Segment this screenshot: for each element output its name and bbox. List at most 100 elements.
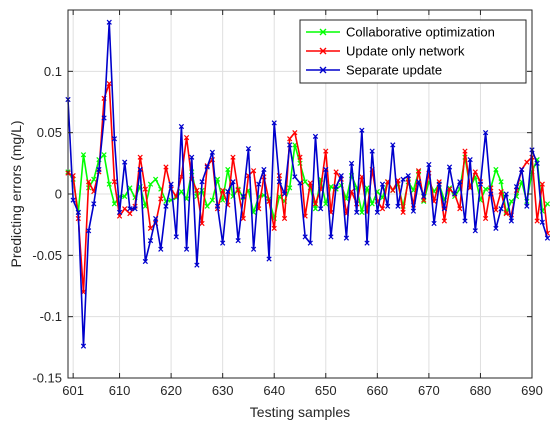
- data-point-marker: [245, 145, 252, 152]
- data-point-marker: [441, 218, 447, 224]
- data-point-marker: [519, 166, 525, 173]
- data-point-marker: [168, 181, 174, 187]
- x-tick-label: 680: [470, 383, 492, 398]
- series-line: [67, 82, 549, 293]
- data-point-marker: [106, 80, 112, 87]
- data-point-marker: [364, 240, 370, 246]
- data-point-marker: [431, 220, 437, 227]
- data-point-marker: [147, 237, 154, 244]
- data-point-marker: [220, 240, 226, 246]
- data-point-marker: [111, 201, 118, 207]
- legend-swatch-marker: [319, 66, 327, 74]
- data-point-marker: [493, 207, 499, 213]
- data-point-marker: [122, 193, 128, 200]
- data-point-marker: [508, 198, 515, 204]
- data-point-marker: [446, 186, 453, 192]
- data-point-marker: [441, 206, 447, 212]
- y-tick-label: 0.1: [44, 64, 62, 79]
- data-point-marker: [379, 181, 386, 187]
- ticks: 601 610 620 630 640 650 660 670 680 690 -0.15 -0.1 -…: [32, 10, 543, 398]
- data-point-marker: [472, 169, 478, 175]
- data-point-marker: [348, 160, 355, 166]
- data-point-marker: [534, 160, 540, 166]
- data-point-marker: [204, 203, 210, 209]
- legend-label: Update only network: [346, 44, 465, 59]
- data-point-marker: [436, 181, 442, 187]
- data-point-marker: [281, 215, 288, 222]
- data-point-marker: [477, 181, 484, 187]
- data-point-marker: [338, 172, 344, 179]
- data-point-marker: [147, 181, 154, 187]
- data-point-marker: [385, 203, 391, 209]
- data-point-marker: [498, 188, 504, 195]
- data-point-marker: [235, 237, 241, 244]
- data-point-marker: [225, 166, 231, 173]
- data-point-marker: [359, 209, 365, 216]
- data-point-marker: [446, 185, 453, 191]
- data-point-marker: [364, 185, 370, 191]
- data-point-marker: [153, 215, 159, 222]
- data-point-marker: [400, 176, 406, 182]
- data-point-marker: [421, 198, 427, 204]
- data-point-marker: [462, 218, 468, 224]
- data-point-marker: [292, 174, 298, 180]
- data-point-marker: [122, 159, 128, 165]
- series-layer: [65, 19, 550, 349]
- data-point-marker: [472, 228, 478, 234]
- data-point-marker: [220, 197, 226, 203]
- data-point-marker: [369, 148, 375, 154]
- data-point-marker: [147, 225, 154, 231]
- data-point-marker: [127, 211, 133, 217]
- data-point-marker: [266, 256, 272, 262]
- series-line: [67, 21, 549, 347]
- data-point-marker: [426, 161, 432, 168]
- data-point-marker: [80, 343, 87, 349]
- x-axis-label: Testing samples: [250, 404, 350, 420]
- data-point-marker: [106, 19, 112, 25]
- data-point-marker: [544, 235, 550, 241]
- data-point-marker: [544, 201, 550, 207]
- x-tick-label: 630: [212, 383, 234, 398]
- legend-label: Separate update: [346, 63, 442, 78]
- data-point-marker: [312, 206, 319, 212]
- data-point-marker: [302, 179, 308, 185]
- data-point-marker: [132, 206, 138, 212]
- data-point-marker: [482, 130, 489, 136]
- data-point-marker: [250, 246, 257, 252]
- legend-swatch-marker: [319, 47, 327, 55]
- data-point-marker: [457, 206, 463, 212]
- data-point-marker: [173, 234, 179, 240]
- data-point-marker: [513, 184, 520, 190]
- data-point-marker: [539, 219, 545, 225]
- data-point-marker: [498, 179, 504, 185]
- y-tick-label: -0.15: [32, 371, 62, 386]
- legend-swatch-marker: [319, 28, 327, 36]
- x-tick-label: 690: [521, 383, 543, 398]
- y-tick-label: 0.05: [37, 125, 62, 140]
- data-point-marker: [142, 258, 148, 265]
- data-point-marker: [209, 149, 215, 155]
- data-point-marker: [276, 179, 283, 185]
- data-point-marker: [163, 164, 169, 170]
- data-point-marker: [302, 234, 308, 240]
- data-point-marker: [153, 176, 159, 182]
- data-point-marker: [96, 166, 102, 173]
- data-point-marker: [70, 197, 76, 203]
- data-point-marker: [199, 220, 205, 227]
- data-point-marker: [225, 188, 231, 195]
- data-point-marker: [390, 187, 396, 193]
- data-point-marker: [158, 246, 164, 252]
- data-point-marker: [323, 166, 329, 173]
- data-point-marker: [498, 206, 504, 212]
- data-point-marker: [421, 193, 427, 200]
- data-point-marker: [354, 209, 360, 216]
- data-point-marker: [328, 234, 334, 240]
- data-point-marker: [524, 159, 530, 165]
- data-point-marker: [287, 185, 293, 191]
- data-point-marker: [178, 188, 185, 195]
- data-point-marker: [85, 179, 92, 185]
- data-point-marker: [374, 209, 380, 216]
- data-point-marker: [271, 120, 277, 126]
- legend-label: Collaborative optimization: [346, 25, 495, 40]
- data-point-marker: [106, 181, 112, 187]
